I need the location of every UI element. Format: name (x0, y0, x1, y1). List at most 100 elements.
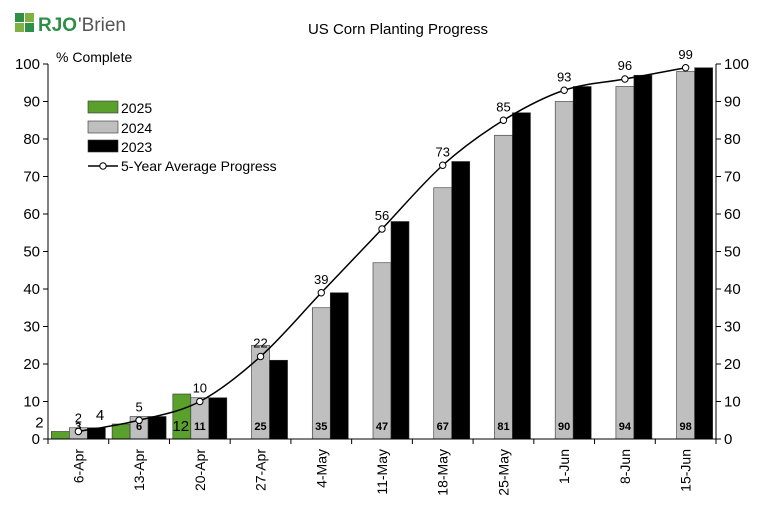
bar-2023 (329, 292, 349, 440)
average-point (681, 64, 690, 72)
bar-2025 (51, 431, 70, 440)
average-data-label: 99 (678, 47, 692, 62)
bar-2023 (512, 112, 531, 440)
bar-2023 (633, 74, 653, 440)
x-tick-label: 6-Apr (70, 449, 86, 484)
average-data-label: 96 (618, 58, 632, 73)
legend: 2025 2024 2023 5-Year Average Progress (87, 100, 277, 174)
x-axis: 6-Apr 13-Apr 20-Apr 27-Apr 4-May 11-May 18-May… (47, 439, 717, 496)
data-label-2025: 4 (96, 407, 104, 424)
bar-2023 (390, 221, 410, 440)
data-label-2024: 67 (437, 421, 449, 433)
y-tick-label: 20 (23, 356, 40, 373)
chart-title: US Corn Planting Progress (308, 21, 488, 38)
bar-2024 (615, 86, 635, 440)
legend-label: 2023 (121, 139, 152, 155)
average-point (74, 427, 83, 436)
legend-swatch (87, 100, 119, 114)
bar-2024 (494, 134, 513, 440)
rjo-brien-logo: RJO 'Brien (15, 13, 126, 36)
x-tick-label: 25-May (495, 449, 511, 496)
average-point (378, 225, 386, 233)
legend-label: 2025 (121, 100, 152, 116)
legend-swatch (87, 139, 119, 153)
bar-2025 (111, 423, 131, 440)
average-data-label: 39 (314, 272, 328, 287)
average-data-label: 93 (557, 69, 571, 84)
bar-2023 (572, 86, 592, 440)
bar-2023 (269, 359, 288, 440)
bar-2024 (433, 187, 453, 440)
data-label-2024: 94 (619, 421, 632, 433)
x-tick-label: 4-May (313, 449, 329, 488)
bar-2023 (208, 397, 228, 440)
y-tick-label-right: 70 (724, 169, 741, 186)
average-point (499, 116, 508, 124)
average-data-label: 56 (375, 208, 389, 223)
x-tick-label: 27-Apr (253, 449, 269, 491)
y-tick-label-right: 60 (724, 206, 741, 223)
data-label-2024: 35 (315, 421, 327, 433)
data-label-2024: 81 (497, 421, 509, 433)
legend-swatch (87, 120, 119, 134)
x-tick-label: 15-Jun (678, 449, 694, 492)
bar-2023 (451, 161, 471, 440)
left-y-axis: 0 10 20 30 40 50 60 70 80 90 100 (15, 56, 48, 448)
average-point (560, 86, 568, 94)
x-tick-label: 1-Jun (556, 449, 572, 484)
bar-2024 (372, 262, 392, 440)
average-point (196, 397, 204, 406)
y-tick-label-right: 50 (724, 244, 741, 261)
average-data-label: 10 (193, 381, 207, 396)
average-point (317, 289, 325, 297)
x-tick-label: 11-May (374, 449, 390, 495)
average-data-label: 85 (496, 99, 510, 114)
bars-group: 2 3 4 6 12 11 25 35 47 67 81 90 94 98 (35, 67, 713, 440)
average-data-label: 73 (435, 144, 449, 159)
legend-label: 5-Year Average Progress (121, 158, 277, 174)
average-data-label: 5 (135, 399, 142, 414)
logo-mark-icon (15, 13, 34, 32)
data-label-2024: 11 (194, 421, 206, 433)
x-tick-label: 18-May (435, 449, 451, 496)
logo-text-rjo: RJO (38, 15, 77, 36)
y-tick-label: 30 (23, 319, 40, 336)
y-tick-label: 60 (23, 206, 40, 223)
y-tick-label-right: 30 (724, 319, 741, 336)
y-tick-label: 80 (23, 131, 40, 148)
data-label-2024: 98 (680, 421, 692, 433)
data-label-2024: 90 (558, 421, 570, 433)
y-tick-label: 40 (23, 281, 40, 298)
x-tick-label: 20-Apr (192, 449, 208, 491)
y-tick-label-right: 90 (724, 94, 741, 111)
legend-label: 2024 (121, 120, 152, 136)
y-tick-label-right: 100 (724, 56, 749, 73)
average-point (256, 352, 265, 361)
y-tick-label-right: 20 (724, 356, 741, 373)
y-tick-label: 0 (32, 431, 40, 448)
bar-2023 (694, 67, 713, 440)
logo-text-brien: 'Brien (78, 15, 126, 36)
y-tick-label: 10 (23, 394, 40, 411)
y-tick-label: 50 (23, 244, 40, 261)
bar-2023 (147, 416, 167, 440)
average-point (439, 161, 447, 169)
right-y-axis: 0 10 20 30 40 50 60 70 80 90 100 (716, 56, 749, 448)
y-tick-label-right: 0 (724, 431, 732, 448)
data-label-2024: 3 (75, 421, 81, 433)
data-label-2024: 6 (136, 421, 142, 433)
bar-2024 (554, 101, 574, 440)
x-tick-label: 13-Apr (131, 449, 147, 491)
data-label-2024: 25 (254, 421, 266, 433)
y-tick-label-right: 80 (724, 131, 741, 148)
data-label-2025: 12 (172, 418, 189, 435)
bar-2024 (676, 71, 695, 440)
data-label-2024: 47 (376, 421, 388, 433)
y-axis-label: % Complete (56, 49, 132, 65)
x-tick-label: 8-Jun (617, 449, 633, 484)
average-data-label: 2 (75, 411, 82, 426)
y-tick-label: 70 (23, 169, 40, 186)
average-data-label: 22 (253, 336, 267, 351)
